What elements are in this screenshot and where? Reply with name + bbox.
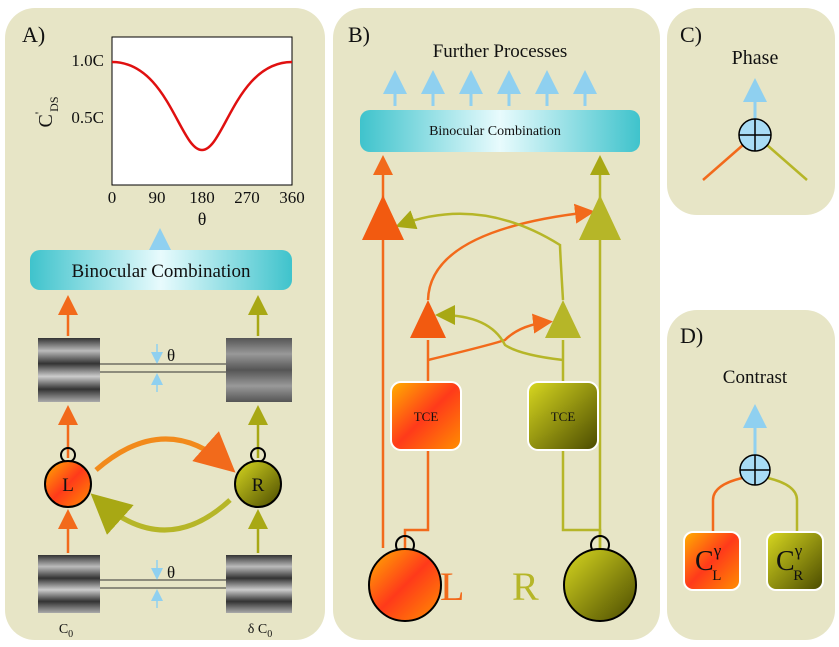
plot-frame bbox=[112, 37, 292, 185]
shift-label: θ bbox=[167, 563, 175, 582]
eye-label: L bbox=[62, 475, 74, 496]
panel-label: A) bbox=[22, 22, 45, 47]
eye-label: R bbox=[252, 475, 265, 496]
x-tick-label: 0 bbox=[108, 188, 117, 207]
tce-label: TCE bbox=[414, 409, 439, 424]
grating bbox=[226, 338, 292, 402]
x-tick-label: 270 bbox=[234, 188, 260, 207]
combination-label: Binocular Combination bbox=[429, 124, 561, 139]
x-tick-label: 360 bbox=[279, 188, 305, 207]
eye-label: R bbox=[512, 564, 539, 609]
eye-label: L bbox=[440, 564, 464, 609]
grating bbox=[226, 555, 292, 613]
panel-title: Phase bbox=[732, 47, 779, 69]
x-axis-label: θ bbox=[198, 209, 207, 229]
grating bbox=[38, 338, 100, 402]
y-tick-label: 0.5C bbox=[71, 108, 104, 127]
tce-label: TCE bbox=[551, 409, 576, 424]
right-eye bbox=[564, 549, 636, 621]
panel-label: D) bbox=[680, 323, 703, 348]
combination-label: Binocular Combination bbox=[72, 261, 251, 282]
panel-label: C) bbox=[680, 22, 702, 47]
x-tick-label: 180 bbox=[189, 188, 215, 207]
panel-title: Further Processes bbox=[433, 41, 568, 62]
figure: A) 1.0C 0.5C C'DS 0 90 180 270 360 θ Bin… bbox=[0, 0, 839, 647]
left-eye bbox=[369, 549, 441, 621]
panel-title: Contrast bbox=[723, 367, 788, 388]
grating bbox=[38, 555, 100, 613]
y-tick-label: 1.0C bbox=[71, 51, 104, 70]
page: {"panels":{ "A":{"label":"A)", "plot":{"… bbox=[0, 0, 839, 647]
shift-label: θ bbox=[167, 346, 175, 365]
x-tick-label: 90 bbox=[149, 188, 166, 207]
panel-label: B) bbox=[348, 22, 370, 47]
